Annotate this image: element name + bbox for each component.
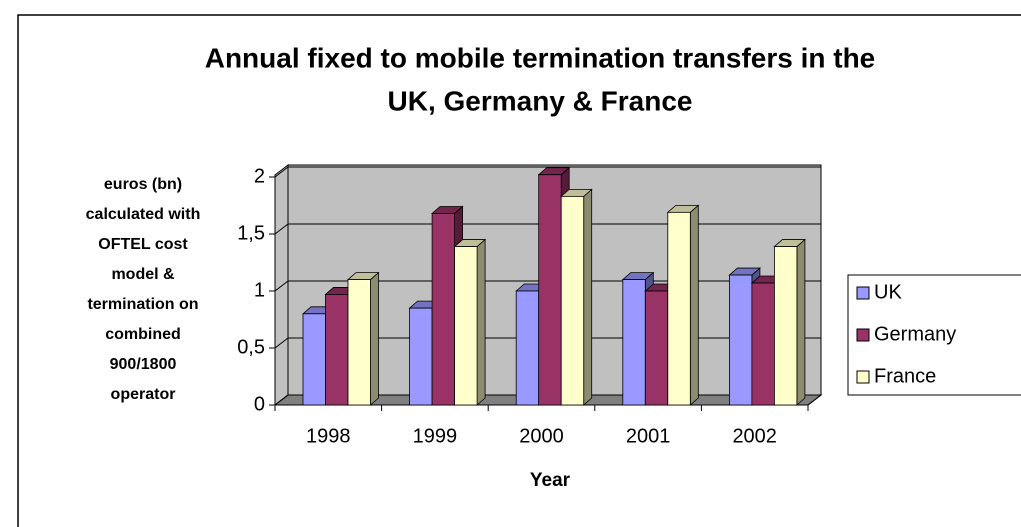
x-tick-label: 1998 xyxy=(306,425,351,447)
y-axis-label: termination on xyxy=(87,296,198,313)
grid-line xyxy=(274,337,289,349)
bar xyxy=(325,294,349,406)
x-tick-label: 2002 xyxy=(732,425,777,447)
bar-side xyxy=(796,238,806,406)
y-axis-label: euros (bn) xyxy=(104,176,182,193)
legend-box xyxy=(847,274,1021,396)
y-axis-label: combined xyxy=(105,326,181,343)
x-axis xyxy=(807,394,822,406)
y-tick-label: 2 xyxy=(254,165,265,187)
y-axis-label: OFTEL cost xyxy=(98,236,188,253)
y-axis-label: calculated with xyxy=(86,206,201,223)
y-tick-label: 1 xyxy=(254,279,265,301)
bar xyxy=(729,274,753,406)
chart-title: Annual fixed to mobile termination trans… xyxy=(205,42,876,73)
y-tick-label: 0,5 xyxy=(237,336,265,358)
bar xyxy=(644,290,669,406)
y-axis-label: operator xyxy=(111,386,176,403)
bar xyxy=(409,307,433,406)
y-tick-label: 0 xyxy=(254,393,265,415)
bar xyxy=(454,246,478,406)
legend-label: France xyxy=(874,365,936,387)
legend-label: Germany xyxy=(874,323,956,345)
bar xyxy=(302,313,326,406)
grid-line xyxy=(274,223,289,235)
bar xyxy=(431,213,456,406)
y-axis-label: 900/1800 xyxy=(110,356,177,373)
bar-side xyxy=(583,188,593,406)
bar-side xyxy=(689,204,699,406)
bar xyxy=(751,282,775,406)
grid-line xyxy=(274,280,289,292)
bar xyxy=(667,211,691,406)
grid-line xyxy=(274,394,289,406)
x-tick-label: 2001 xyxy=(626,425,671,447)
legend-label: UK xyxy=(874,281,902,303)
grid-line xyxy=(274,166,289,178)
bar xyxy=(538,174,562,406)
side-wall xyxy=(274,163,289,407)
chart-title: UK, Germany & France xyxy=(388,85,693,116)
x-tick-label: 2000 xyxy=(519,425,564,447)
legend-swatch xyxy=(856,328,870,342)
x-axis-label: Year xyxy=(530,470,571,491)
legend-swatch xyxy=(856,370,870,384)
bar xyxy=(774,246,798,406)
y-tick-label: 1,5 xyxy=(237,222,265,244)
bar-side xyxy=(370,271,379,406)
bar-side xyxy=(476,238,486,406)
bar xyxy=(560,195,585,406)
bar xyxy=(622,279,646,406)
x-tick-label: 1999 xyxy=(413,425,458,447)
legend-swatch xyxy=(856,286,870,300)
bar xyxy=(515,290,540,406)
y-axis-label: model & xyxy=(111,266,175,283)
bar xyxy=(347,279,371,406)
